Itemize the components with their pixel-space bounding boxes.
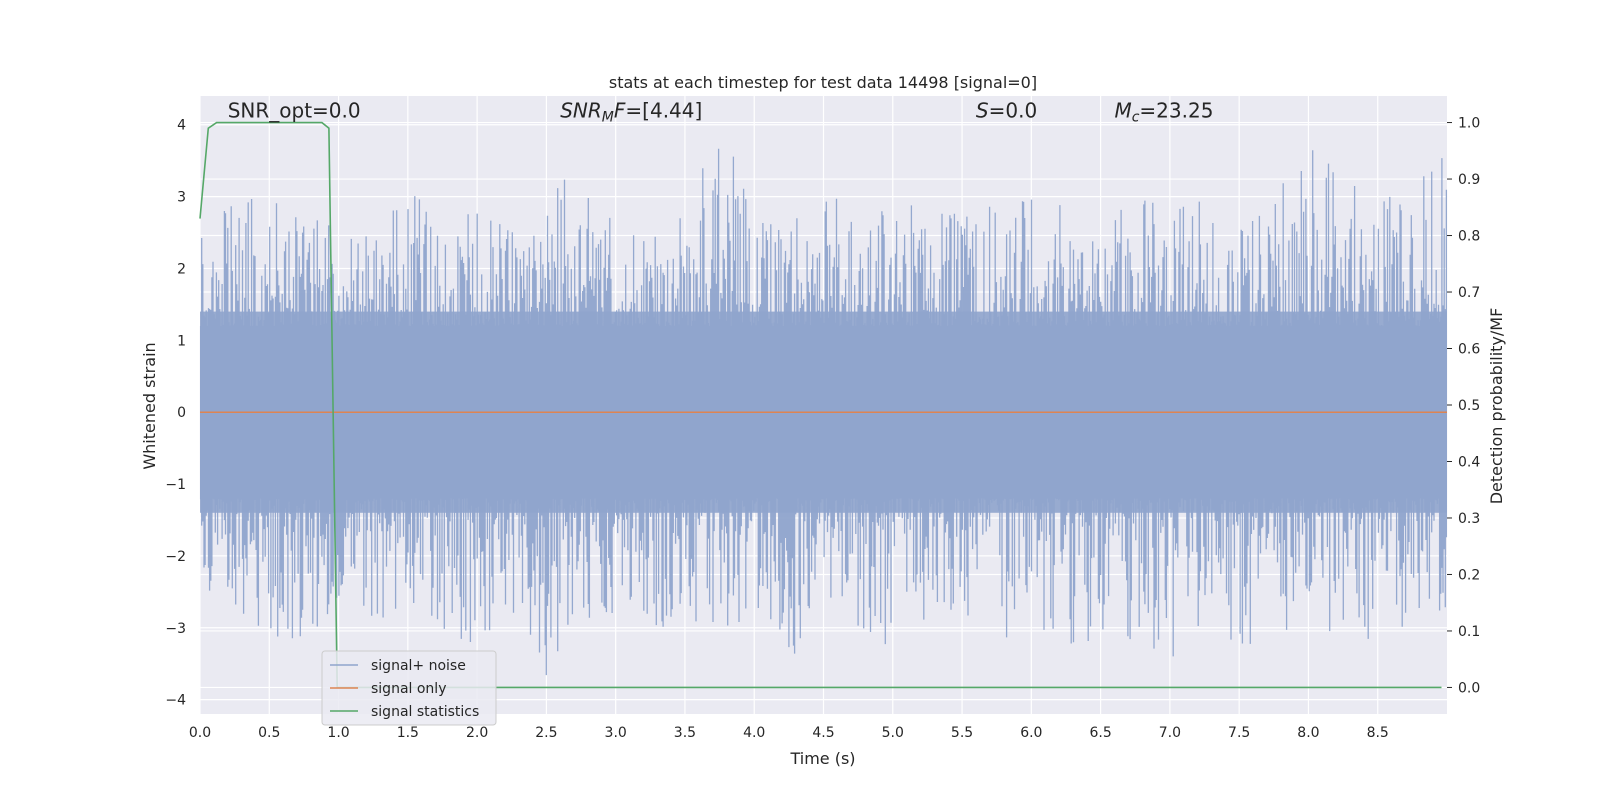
y2-tick-label: 0.4 <box>1458 454 1480 470</box>
x-tick-label: 3.0 <box>605 725 627 741</box>
x-tick-label: 4.0 <box>743 725 765 741</box>
x-tick-label: 6.0 <box>1020 725 1042 741</box>
y-tick-label: −3 <box>165 621 186 637</box>
y2-axis-title: Detection probability/MF <box>1487 308 1506 505</box>
y-axis-ticks: 4 3 2 1 0 −1 −2 −3 −4 <box>165 118 186 709</box>
legend: signal+ noise signal only signal statist… <box>321 650 497 726</box>
lines-layer <box>199 121 1447 689</box>
y2-tick-label: 0.6 <box>1458 342 1480 358</box>
x-tick-label: 8.5 <box>1367 725 1389 741</box>
x-tick-label: 6.5 <box>1089 725 1111 741</box>
x-tick-label: 1.0 <box>327 725 349 741</box>
x-tick-label: 5.0 <box>882 725 904 741</box>
y-tick-label: −4 <box>165 693 186 709</box>
x-tick-label: 3.5 <box>674 725 696 741</box>
x-axis-ticks: 0.0 0.5 1.0 1.5 2.0 2.5 3.0 3.5 4.0 4.5 5.0 5.5 6.0 6… <box>189 725 1389 741</box>
y2-tick-label: 1.0 <box>1458 116 1480 132</box>
y2-axis-ticks: 1.0 0.9 0.8 0.7 0.6 0.5 0.4 0.3 0.2 0.1 0.0 <box>1447 116 1480 696</box>
y2-tick-label: 0.3 <box>1458 511 1480 527</box>
legend-label-signal-only: signal only <box>371 681 446 697</box>
x-tick-label: 1.5 <box>397 725 419 741</box>
y2-tick-label: 0.5 <box>1458 398 1480 414</box>
y-tick-label: 4 <box>177 118 186 134</box>
x-tick-label: 0.0 <box>189 725 211 741</box>
y2-tick-label: 0.9 <box>1458 172 1480 188</box>
x-tick-label: 0.5 <box>258 725 280 741</box>
y-axis-title: Whitened strain <box>140 342 159 469</box>
y-tick-label: −1 <box>165 477 186 493</box>
y2-tick-label: 0.0 <box>1458 680 1480 696</box>
x-tick-label: 8.0 <box>1297 725 1319 741</box>
y2-tick-label: 0.1 <box>1458 624 1480 640</box>
legend-label-signal-statistics: signal statistics <box>371 704 479 720</box>
x-tick-label: 7.0 <box>1159 725 1181 741</box>
legend-frame <box>321 650 497 726</box>
legend-label-signal-noise: signal+ noise <box>371 658 466 674</box>
x-tick-label: 5.5 <box>951 725 973 741</box>
x-tick-label: 2.0 <box>466 725 488 741</box>
annotation-snr-opt: SNR_opt=0.0 <box>228 99 361 123</box>
annotation-s-value: S=0.0 <box>976 99 1037 123</box>
x-tick-label: 7.5 <box>1228 725 1250 741</box>
y-tick-label: 0 <box>177 405 186 421</box>
y-tick-label: −2 <box>165 549 186 565</box>
annotation-chirp-mass: Mc=23.25 <box>1114 99 1213 126</box>
chart-title: stats at each timestep for test data 144… <box>609 73 1037 92</box>
y-tick-label: 3 <box>177 190 186 206</box>
x-axis-title: Time (s) <box>789 749 855 768</box>
y2-tick-label: 0.2 <box>1458 567 1480 583</box>
series-signal-statistics <box>199 121 1442 689</box>
y-tick-label: 2 <box>177 261 186 277</box>
x-tick-label: 2.5 <box>535 725 557 741</box>
annotations: SNR_opt=0.0 SNRMF=[4.44] S=0.0 Mc=23.25 <box>228 99 1214 126</box>
x-tick-label: 4.5 <box>812 725 834 741</box>
y2-tick-label: 0.7 <box>1458 285 1480 301</box>
y-tick-label: 1 <box>177 333 186 349</box>
annotation-snr-mf: SNRMF=[4.44] <box>560 99 702 126</box>
y2-tick-label: 0.8 <box>1458 229 1480 245</box>
